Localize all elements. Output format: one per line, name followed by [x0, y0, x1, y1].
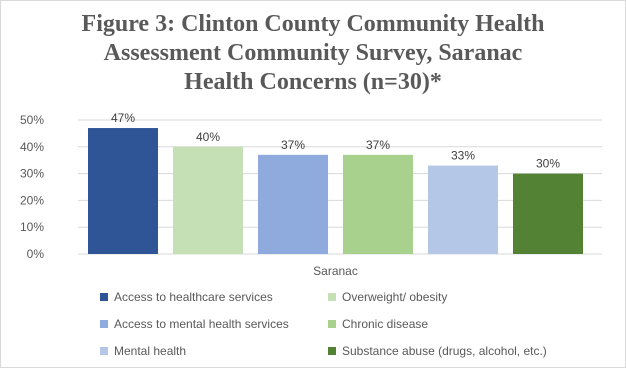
legend-item: Access to healthcare services	[100, 288, 328, 306]
legend-swatch	[100, 347, 108, 355]
bar-data-label: 30%	[536, 157, 560, 171]
legend-swatch	[328, 347, 336, 355]
y-tick-label: 30%	[20, 167, 44, 181]
chart-title: Figure 3: Clinton County Community Healt…	[0, 10, 626, 97]
legend-item: Chronic disease	[328, 315, 578, 333]
legend-swatch	[100, 293, 108, 301]
data-labels: 47% 40% 37% 37% 33% 30%	[111, 111, 560, 171]
legend-item: Substance abuse (drugs, alcohol, etc.)	[328, 342, 578, 360]
chart-title-line-2: Assessment Community Survey, Saranac	[103, 40, 523, 66]
legend-item: Mental health	[100, 342, 328, 360]
legend-label: Access to healthcare services	[114, 290, 273, 304]
chart-title-line-1: Figure 3: Clinton County Community Healt…	[81, 11, 545, 37]
x-category-label: Saranac	[313, 264, 358, 278]
legend-label: Substance abuse (drugs, alcohol, etc.)	[342, 344, 547, 358]
legend-swatch	[328, 293, 336, 301]
y-tick-label: 10%	[20, 220, 44, 234]
bar-data-label: 37%	[366, 138, 390, 152]
bars	[88, 128, 583, 254]
legend-swatch	[328, 320, 336, 328]
legend-label: Overweight/ obesity	[342, 290, 448, 304]
bar-data-label: 33%	[451, 149, 475, 163]
legend-item: Overweight/ obesity	[328, 288, 578, 306]
legend-item: Access to mental health services	[100, 315, 328, 333]
bar-data-label: 37%	[281, 138, 305, 152]
bar	[513, 173, 583, 254]
bar	[88, 128, 158, 254]
legend-label: Chronic disease	[342, 317, 429, 331]
y-tick-label: 0%	[27, 247, 45, 261]
bar	[428, 165, 498, 254]
legend-label: Mental health	[114, 344, 187, 358]
y-tick-label: 50%	[20, 113, 44, 127]
bar	[258, 154, 328, 254]
y-tick-label: 40%	[20, 140, 44, 154]
legend: Access to healthcare services Overweight/…	[100, 288, 600, 360]
bar	[343, 154, 413, 254]
chart-title-line-3: Health Concerns (n=30)*	[184, 69, 442, 95]
legend-label: Access to mental health services	[114, 317, 289, 331]
bar-data-label: 47%	[111, 111, 135, 125]
legend-swatch	[100, 320, 108, 328]
bar	[173, 146, 243, 254]
y-axis-tick-labels: 0% 10% 20% 30% 40% 50%	[20, 113, 44, 261]
y-tick-label: 20%	[20, 193, 44, 207]
bar-data-label: 40%	[196, 130, 220, 144]
